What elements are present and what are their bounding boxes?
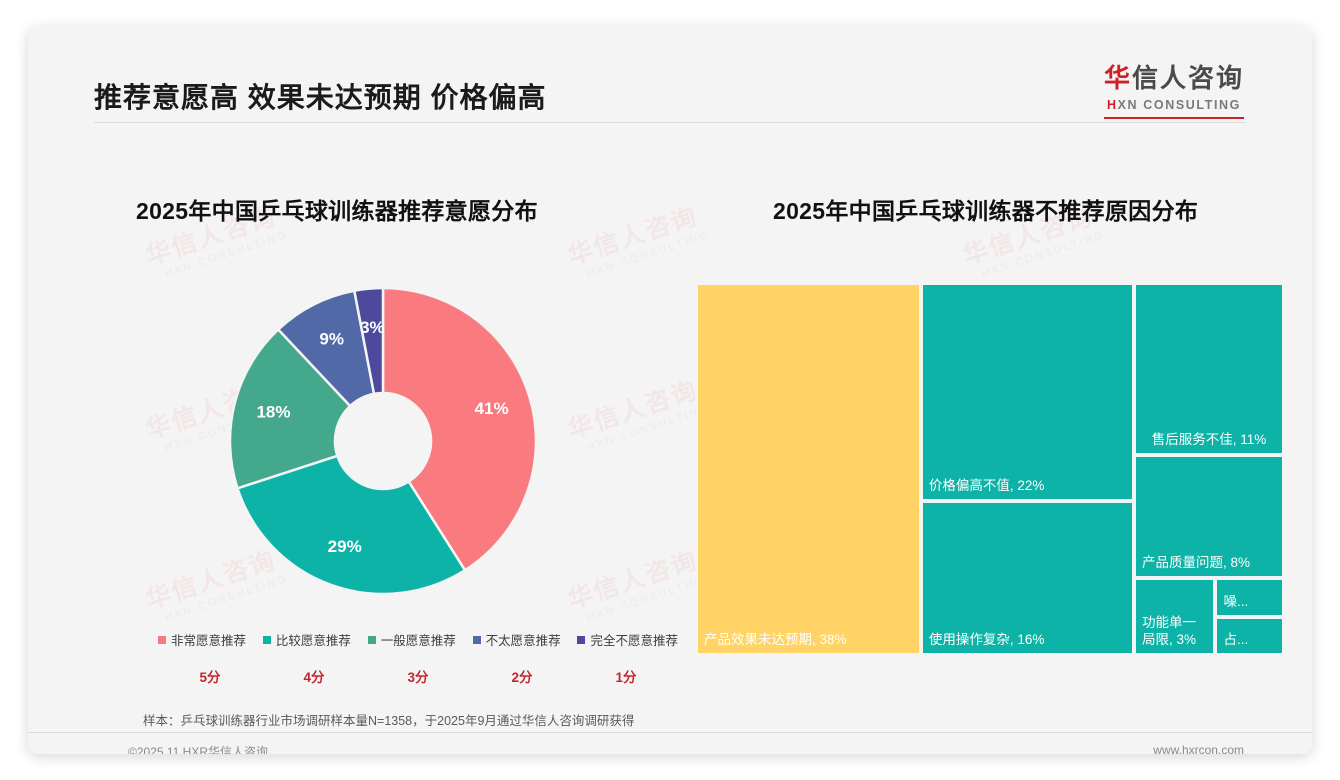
treemap-cell-label: 功能单一局限, 3% bbox=[1142, 615, 1197, 648]
copyright-text: ©2025.11 HXR华信人咨询 bbox=[128, 745, 268, 754]
logo-english-text: HXN CONSULTING bbox=[1104, 98, 1244, 112]
legend-item-非常愿意推荐[interactable]: 非常愿意推荐 bbox=[158, 630, 246, 649]
legend-swatch-icon bbox=[262, 635, 271, 644]
legend-label: 比较愿意推荐 bbox=[275, 634, 351, 648]
treemap-cell-label: 产品质量问题, 8% bbox=[1142, 555, 1251, 571]
treemap-cell-label: 售后服务不佳, 11% bbox=[1151, 431, 1267, 447]
legend-label: 不太愿意推荐 bbox=[485, 634, 561, 648]
legend-swatch-icon bbox=[367, 635, 376, 644]
score-scale-row: 5分 4分 3分 2分 1分 bbox=[158, 666, 678, 686]
score-label: 3分 bbox=[407, 670, 429, 685]
treemap-cell-label: 占... bbox=[1223, 632, 1249, 648]
legend-item-一般愿意推荐[interactable]: 一般愿意推荐 bbox=[367, 630, 456, 649]
donut-slice-一般愿意推荐[interactable] bbox=[228, 327, 352, 490]
header-divider bbox=[94, 122, 1246, 123]
donut-slice-比较愿意推荐[interactable] bbox=[235, 454, 467, 596]
watermark-en: HXN CONSULTING bbox=[585, 403, 712, 455]
treemap-cell-产品效果未达预期[interactable]: 产品效果未达预期, 38% bbox=[696, 283, 921, 655]
logo-en-rest: XN CONSULTING bbox=[1117, 98, 1241, 112]
watermark-cn: 华信人咨询 bbox=[564, 202, 702, 271]
score-label: 5分 bbox=[199, 670, 221, 685]
treemap-cell-价格偏高不值[interactable]: 价格偏高不值, 22% bbox=[920, 283, 1135, 501]
website-url: www.hxrcon.com bbox=[1153, 743, 1244, 754]
treemap-cell-功能单一局限[interactable]: 功能单一局限, 3% bbox=[1134, 578, 1216, 655]
footer-divider bbox=[28, 732, 1312, 733]
legend-item-完全不愿意推荐[interactable]: 完全不愿意推荐 bbox=[577, 630, 678, 649]
treemap-cell-使用操作复杂[interactable]: 使用操作复杂, 16% bbox=[920, 500, 1135, 655]
brand-logo: 华信人咨询 HXN CONSULTING bbox=[1103, 58, 1244, 119]
score-label: 1分 bbox=[615, 670, 637, 685]
legend-swatch-icon bbox=[472, 635, 481, 644]
source-note: 样本：乒乓球训练器行业市场调研样本量N=1358，于2025年9月通过华信人咨询… bbox=[143, 714, 635, 728]
treemap-cell-label: 价格偏高不值, 22% bbox=[928, 477, 1045, 493]
legend-item-不太愿意推荐[interactable]: 不太愿意推荐 bbox=[472, 630, 561, 649]
slide-card: 华信人咨询 HXN CONSULTING 华信人咨询 HXN CONSULTIN… bbox=[28, 26, 1312, 754]
treemap-cell-噪[interactable]: 噪... bbox=[1215, 578, 1284, 617]
treemap-cell-label: 噪... bbox=[1223, 593, 1249, 609]
donut-slice-完全不愿意推荐[interactable] bbox=[352, 286, 385, 396]
donut-svg: 41% 29% 18% 9% 3% bbox=[228, 286, 538, 596]
logo-chinese-text: 华信人咨询 bbox=[1104, 58, 1244, 95]
watermark-cn: 华信人咨询 bbox=[564, 376, 702, 445]
left-chart-title: 2025年中国乒乓球训练器推荐意愿分布 bbox=[136, 198, 538, 224]
treemap-cell-label: 产品效果未达预期, 38% bbox=[704, 632, 847, 648]
watermark-en: HXN CONSULTING bbox=[585, 229, 712, 281]
legend-swatch-icon bbox=[158, 635, 166, 644]
logo-hua-char: 华 bbox=[1103, 63, 1132, 93]
legend-swatch-icon bbox=[577, 635, 586, 644]
page-title: 推荐意愿高 效果未达预期 价格偏高 bbox=[94, 82, 547, 113]
legend-label: 非常愿意推荐 bbox=[171, 634, 247, 648]
logo-underline bbox=[1103, 117, 1244, 119]
recommendation-donut-chart: 41% 29% 18% 9% 3% bbox=[188, 271, 578, 611]
slide-header: 推荐意愿高 效果未达预期 价格偏高 华信人咨询 HXN CONSULTING bbox=[28, 26, 1312, 122]
legend-label: 完全不愿意推荐 bbox=[590, 634, 678, 648]
watermark-cn: 华信人咨询 bbox=[564, 546, 702, 615]
non-recommendation-treemap: 产品效果未达预期, 38% 价格偏高不值, 22% 使用操作复杂, 16% 售后服务不… bbox=[696, 283, 1284, 655]
legend-label: 一般愿意推荐 bbox=[380, 634, 456, 648]
donut-slice-value-比较愿意推荐: 29% bbox=[328, 537, 362, 556]
legend-item-比较愿意推荐[interactable]: 比较愿意推荐 bbox=[262, 630, 351, 649]
watermark-en: HXN CONSULTING bbox=[980, 229, 1107, 281]
watermark-en: HXN CONSULTING bbox=[585, 573, 712, 625]
logo-cn-rest: 信人咨询 bbox=[1131, 63, 1244, 93]
score-label: 4分 bbox=[303, 670, 325, 685]
donut-legend: 非常愿意推荐 比较愿意推荐 一般愿意推荐 不太愿意推荐 完全不愿意推荐 bbox=[158, 630, 678, 649]
treemap-cell-label: 使用操作复杂, 16% bbox=[928, 632, 1045, 648]
right-chart-title: 2025年中国乒乓球训练器不推荐原因分布 bbox=[773, 198, 1199, 224]
treemap-cell-占[interactable]: 占... bbox=[1215, 616, 1284, 655]
donut-slice-value-不太愿意推荐: 9% bbox=[319, 330, 344, 349]
donut-slice-value-非常愿意推荐: 41% bbox=[475, 399, 509, 418]
donut-slice-value-一般愿意推荐: 18% bbox=[256, 402, 290, 421]
treemap-cell-产品质量问题[interactable]: 产品质量问题, 8% bbox=[1134, 454, 1284, 579]
donut-slice-value-完全不愿意推荐: 3% bbox=[360, 318, 385, 337]
treemap-cell-售后服务不佳[interactable]: 售后服务不佳, 11% bbox=[1134, 283, 1284, 455]
logo-h-char: H bbox=[1106, 98, 1118, 112]
score-label: 2分 bbox=[511, 670, 533, 685]
